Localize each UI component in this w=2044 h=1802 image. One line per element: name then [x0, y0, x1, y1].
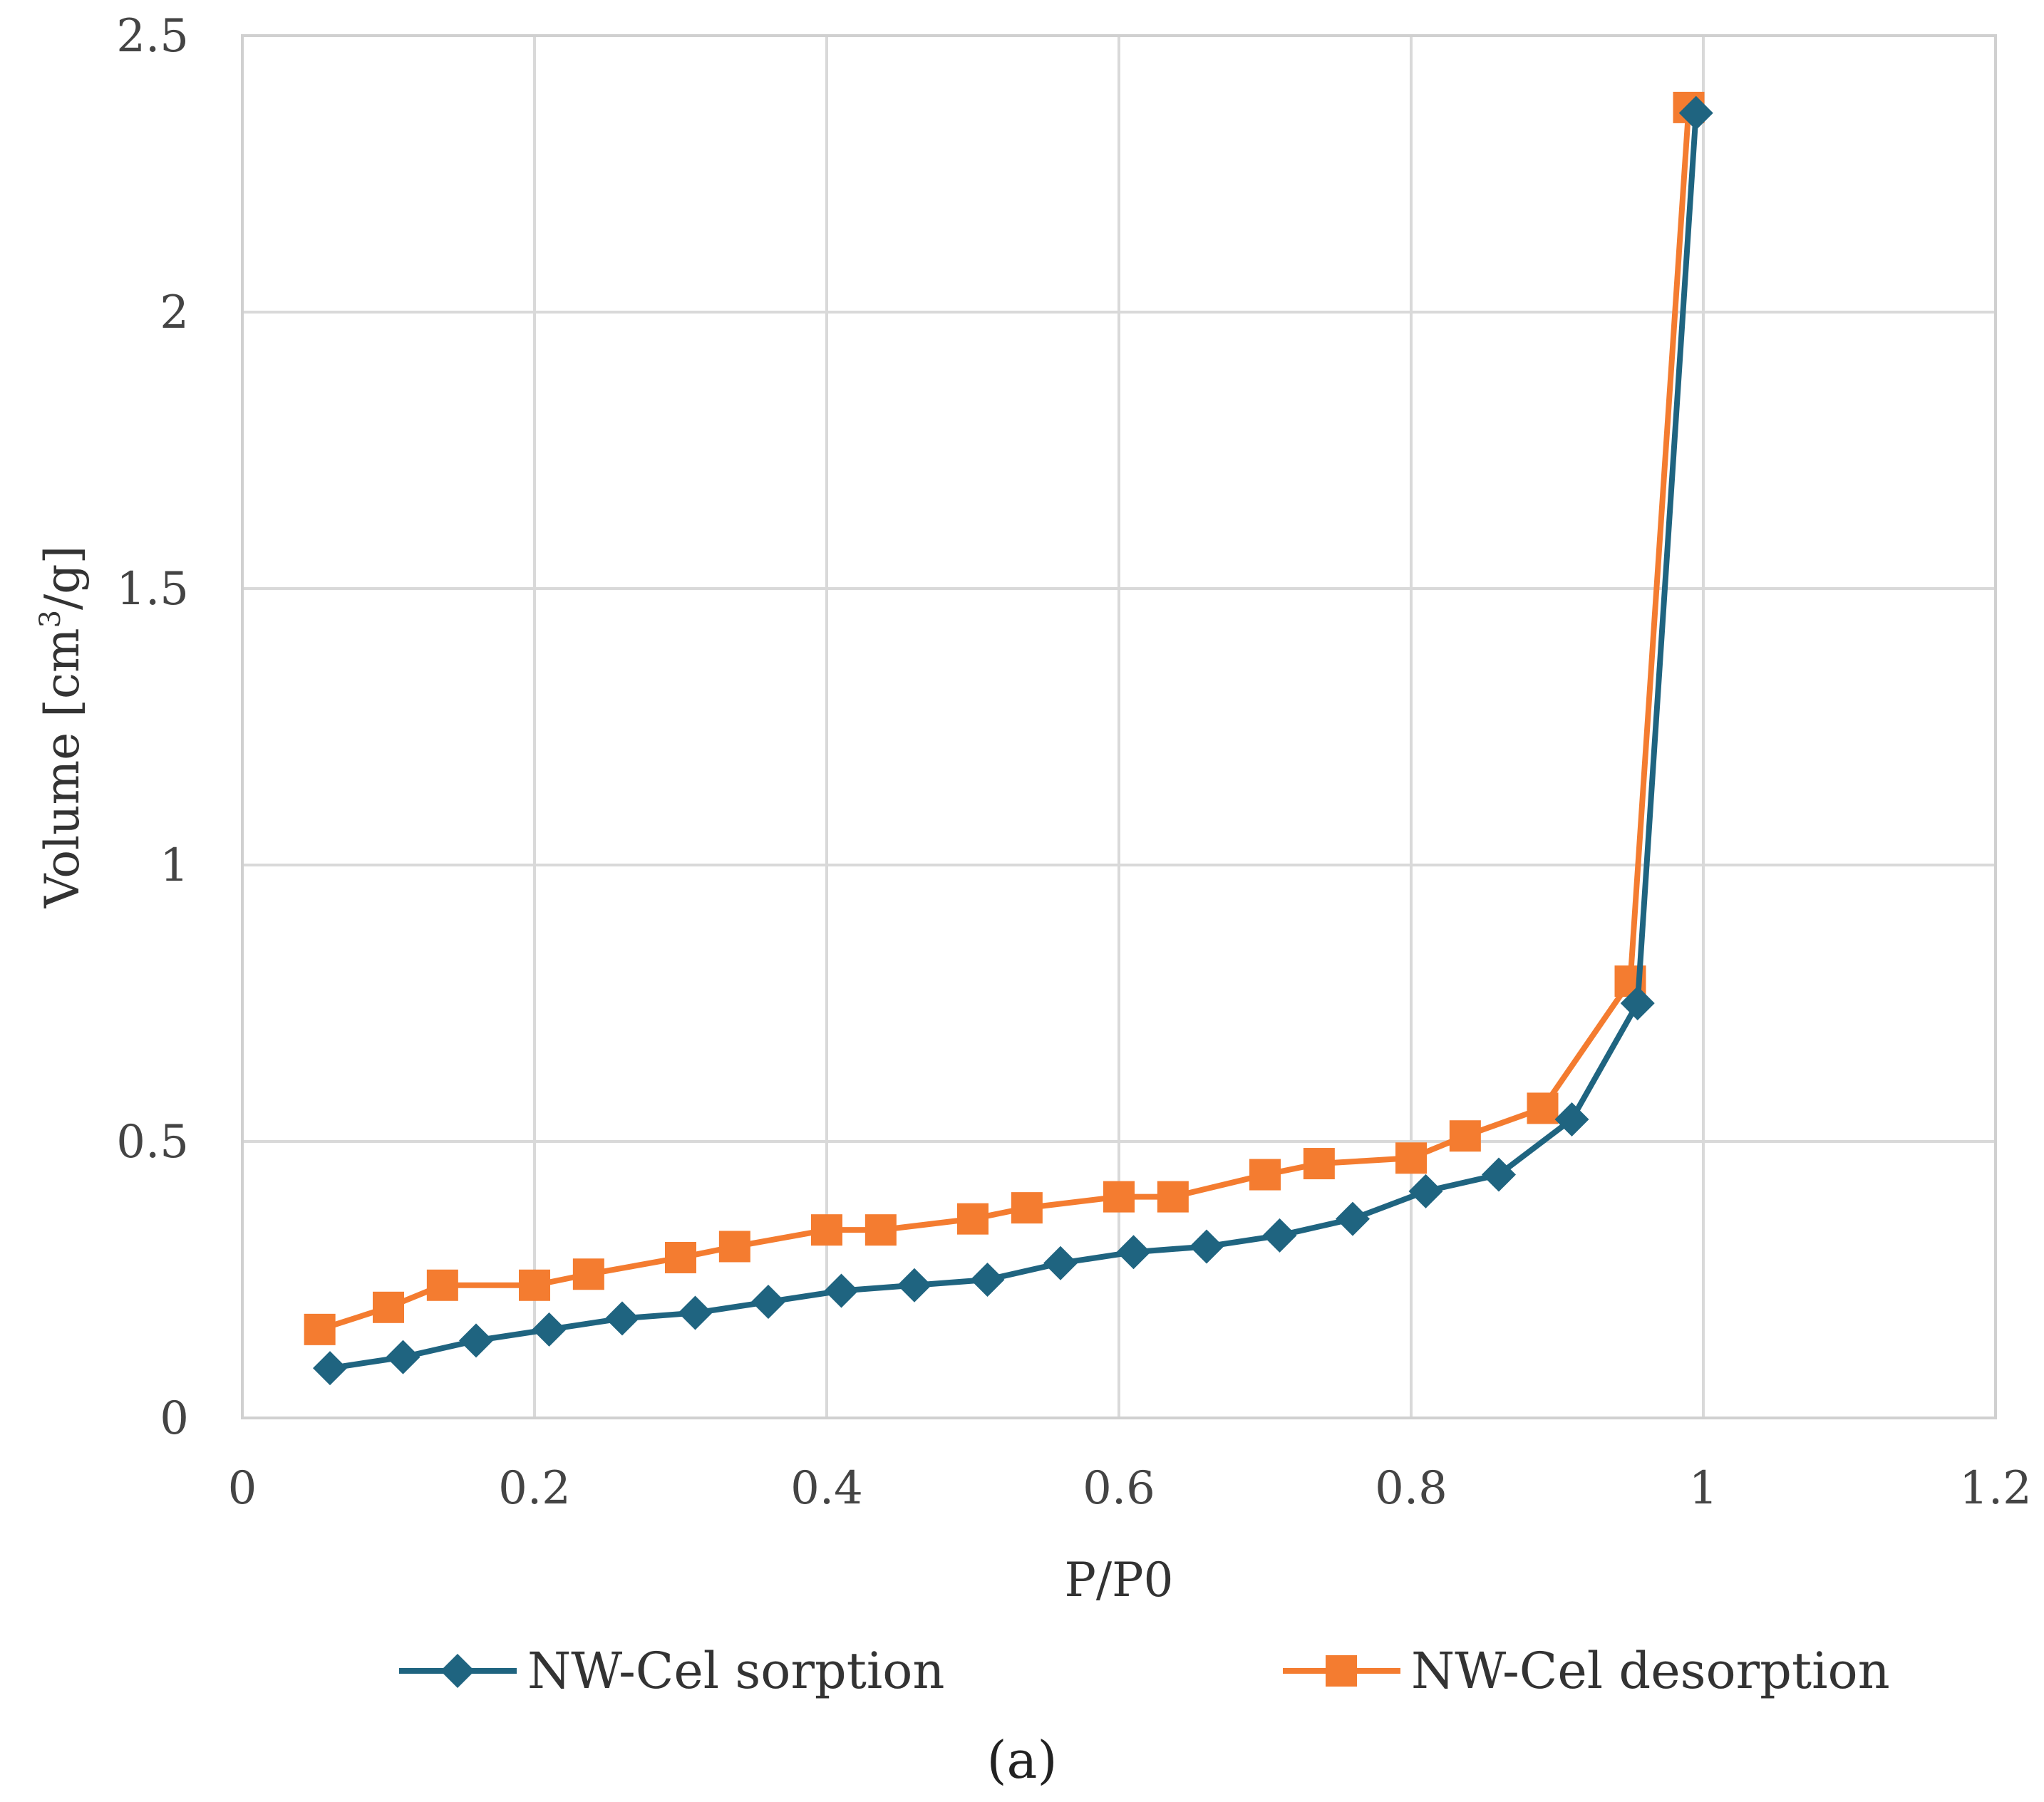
x-tick-label: 0.8	[1375, 1462, 1447, 1515]
y-tick-label: 2	[160, 286, 189, 339]
data-point-nw-cel-sorption	[897, 1268, 931, 1303]
y-axis-title-main: Volume [cm	[35, 628, 90, 908]
data-point-nw-cel-desorption	[304, 1313, 336, 1345]
data-point-nw-cel-desorption	[1449, 1120, 1481, 1152]
data-point-nw-cel-sorption	[1482, 1157, 1516, 1192]
data-point-nw-cel-sorption	[1678, 95, 1713, 130]
data-point-nw-cel-sorption	[1408, 1174, 1443, 1208]
data-point-nw-cel-sorption	[313, 1351, 347, 1386]
x-tick-label: 0.2	[498, 1462, 571, 1515]
data-point-nw-cel-sorption	[1189, 1229, 1224, 1264]
y-tick-label: 2.5	[116, 10, 189, 63]
data-point-nw-cel-sorption	[532, 1312, 567, 1347]
data-point-nw-cel-desorption	[1249, 1159, 1281, 1191]
legend-label-nw-cel-desorption: NW-Cel desorption	[1411, 1642, 1890, 1700]
legend-item-nw-cel-sorption: NW-Cel sorption	[399, 1642, 944, 1700]
legend: NW-Cel sorption NW-Cel desorption	[399, 1642, 1890, 1700]
data-point-nw-cel-desorption	[1157, 1181, 1189, 1213]
data-point-nw-cel-desorption	[665, 1241, 696, 1273]
x-tick-label: 0	[228, 1462, 257, 1515]
y-tick-labels: 0 0.5 1 1.5 2 2.5	[116, 10, 189, 1445]
data-point-nw-cel-desorption	[1527, 1092, 1559, 1124]
x-tick-label: 1	[1689, 1462, 1718, 1515]
data-point-nw-cel-sorption	[1116, 1235, 1151, 1270]
legend-item-nw-cel-desorption: NW-Cel desorption	[1283, 1642, 1890, 1700]
data-point-nw-cel-sorption	[970, 1263, 1005, 1297]
data-point-nw-cel-desorption	[1303, 1148, 1335, 1180]
y-axis-title-superscript: 3	[34, 610, 67, 628]
data-point-nw-cel-desorption	[1011, 1192, 1043, 1224]
legend-marker-nw-cel-sorption	[440, 1654, 475, 1688]
data-point-nw-cel-sorption	[1336, 1201, 1370, 1236]
data-point-nw-cel-sorption	[459, 1323, 493, 1358]
legend-label-nw-cel-sorption: NW-Cel sorption	[527, 1642, 944, 1700]
data-point-nw-cel-sorption	[751, 1285, 785, 1320]
x-axis-title: P/P0	[1064, 1553, 1173, 1607]
series-line-nw-cel-desorption	[319, 107, 1692, 1332]
x-tick-label: 0.6	[1083, 1462, 1155, 1515]
series-layer	[304, 91, 1713, 1386]
plot-frame	[241, 34, 1997, 1419]
data-point-nw-cel-desorption	[811, 1214, 842, 1246]
x-tick-label: 0.4	[790, 1462, 863, 1515]
x-tick-label: 1.2	[1959, 1462, 2032, 1515]
data-point-nw-cel-desorption	[718, 1231, 750, 1263]
data-point-nw-cel-desorption	[864, 1214, 897, 1246]
x-tick-labels: 0 0.2 0.4 0.6 0.8 1 1.2	[228, 1462, 2032, 1515]
data-point-nw-cel-sorption	[1620, 986, 1655, 1020]
series-nw-cel-desorption	[304, 91, 1705, 1345]
data-point-nw-cel-desorption	[957, 1203, 989, 1235]
series-nw-cel-sorption	[313, 95, 1713, 1386]
data-point-nw-cel-sorption	[386, 1340, 420, 1374]
data-point-nw-cel-sorption	[605, 1301, 639, 1336]
y-tick-label: 0.5	[116, 1116, 189, 1169]
y-tick-label: 1	[160, 839, 189, 892]
data-point-nw-cel-sorption	[1262, 1218, 1297, 1253]
data-point-nw-cel-sorption	[1554, 1102, 1589, 1136]
legend-marker-nw-cel-desorption	[1326, 1655, 1357, 1687]
y-tick-label: 1.5	[116, 563, 189, 616]
y-tick-label: 0	[160, 1392, 189, 1445]
data-point-nw-cel-desorption	[426, 1269, 458, 1301]
data-point-nw-cel-desorption	[572, 1258, 604, 1290]
data-point-nw-cel-desorption	[1103, 1181, 1135, 1213]
data-point-nw-cel-desorption	[519, 1269, 550, 1301]
data-point-nw-cel-desorption	[1395, 1142, 1427, 1174]
y-axis-title: Volume [cm3/g]	[34, 546, 90, 909]
data-point-nw-cel-desorption	[373, 1291, 404, 1323]
figure-caption: (a)	[986, 1730, 1057, 1790]
y-axis-title-tail: /g]	[35, 546, 90, 610]
data-point-nw-cel-sorption	[824, 1273, 859, 1308]
data-point-nw-cel-sorption	[678, 1295, 713, 1330]
data-point-nw-cel-sorption	[1043, 1246, 1078, 1280]
